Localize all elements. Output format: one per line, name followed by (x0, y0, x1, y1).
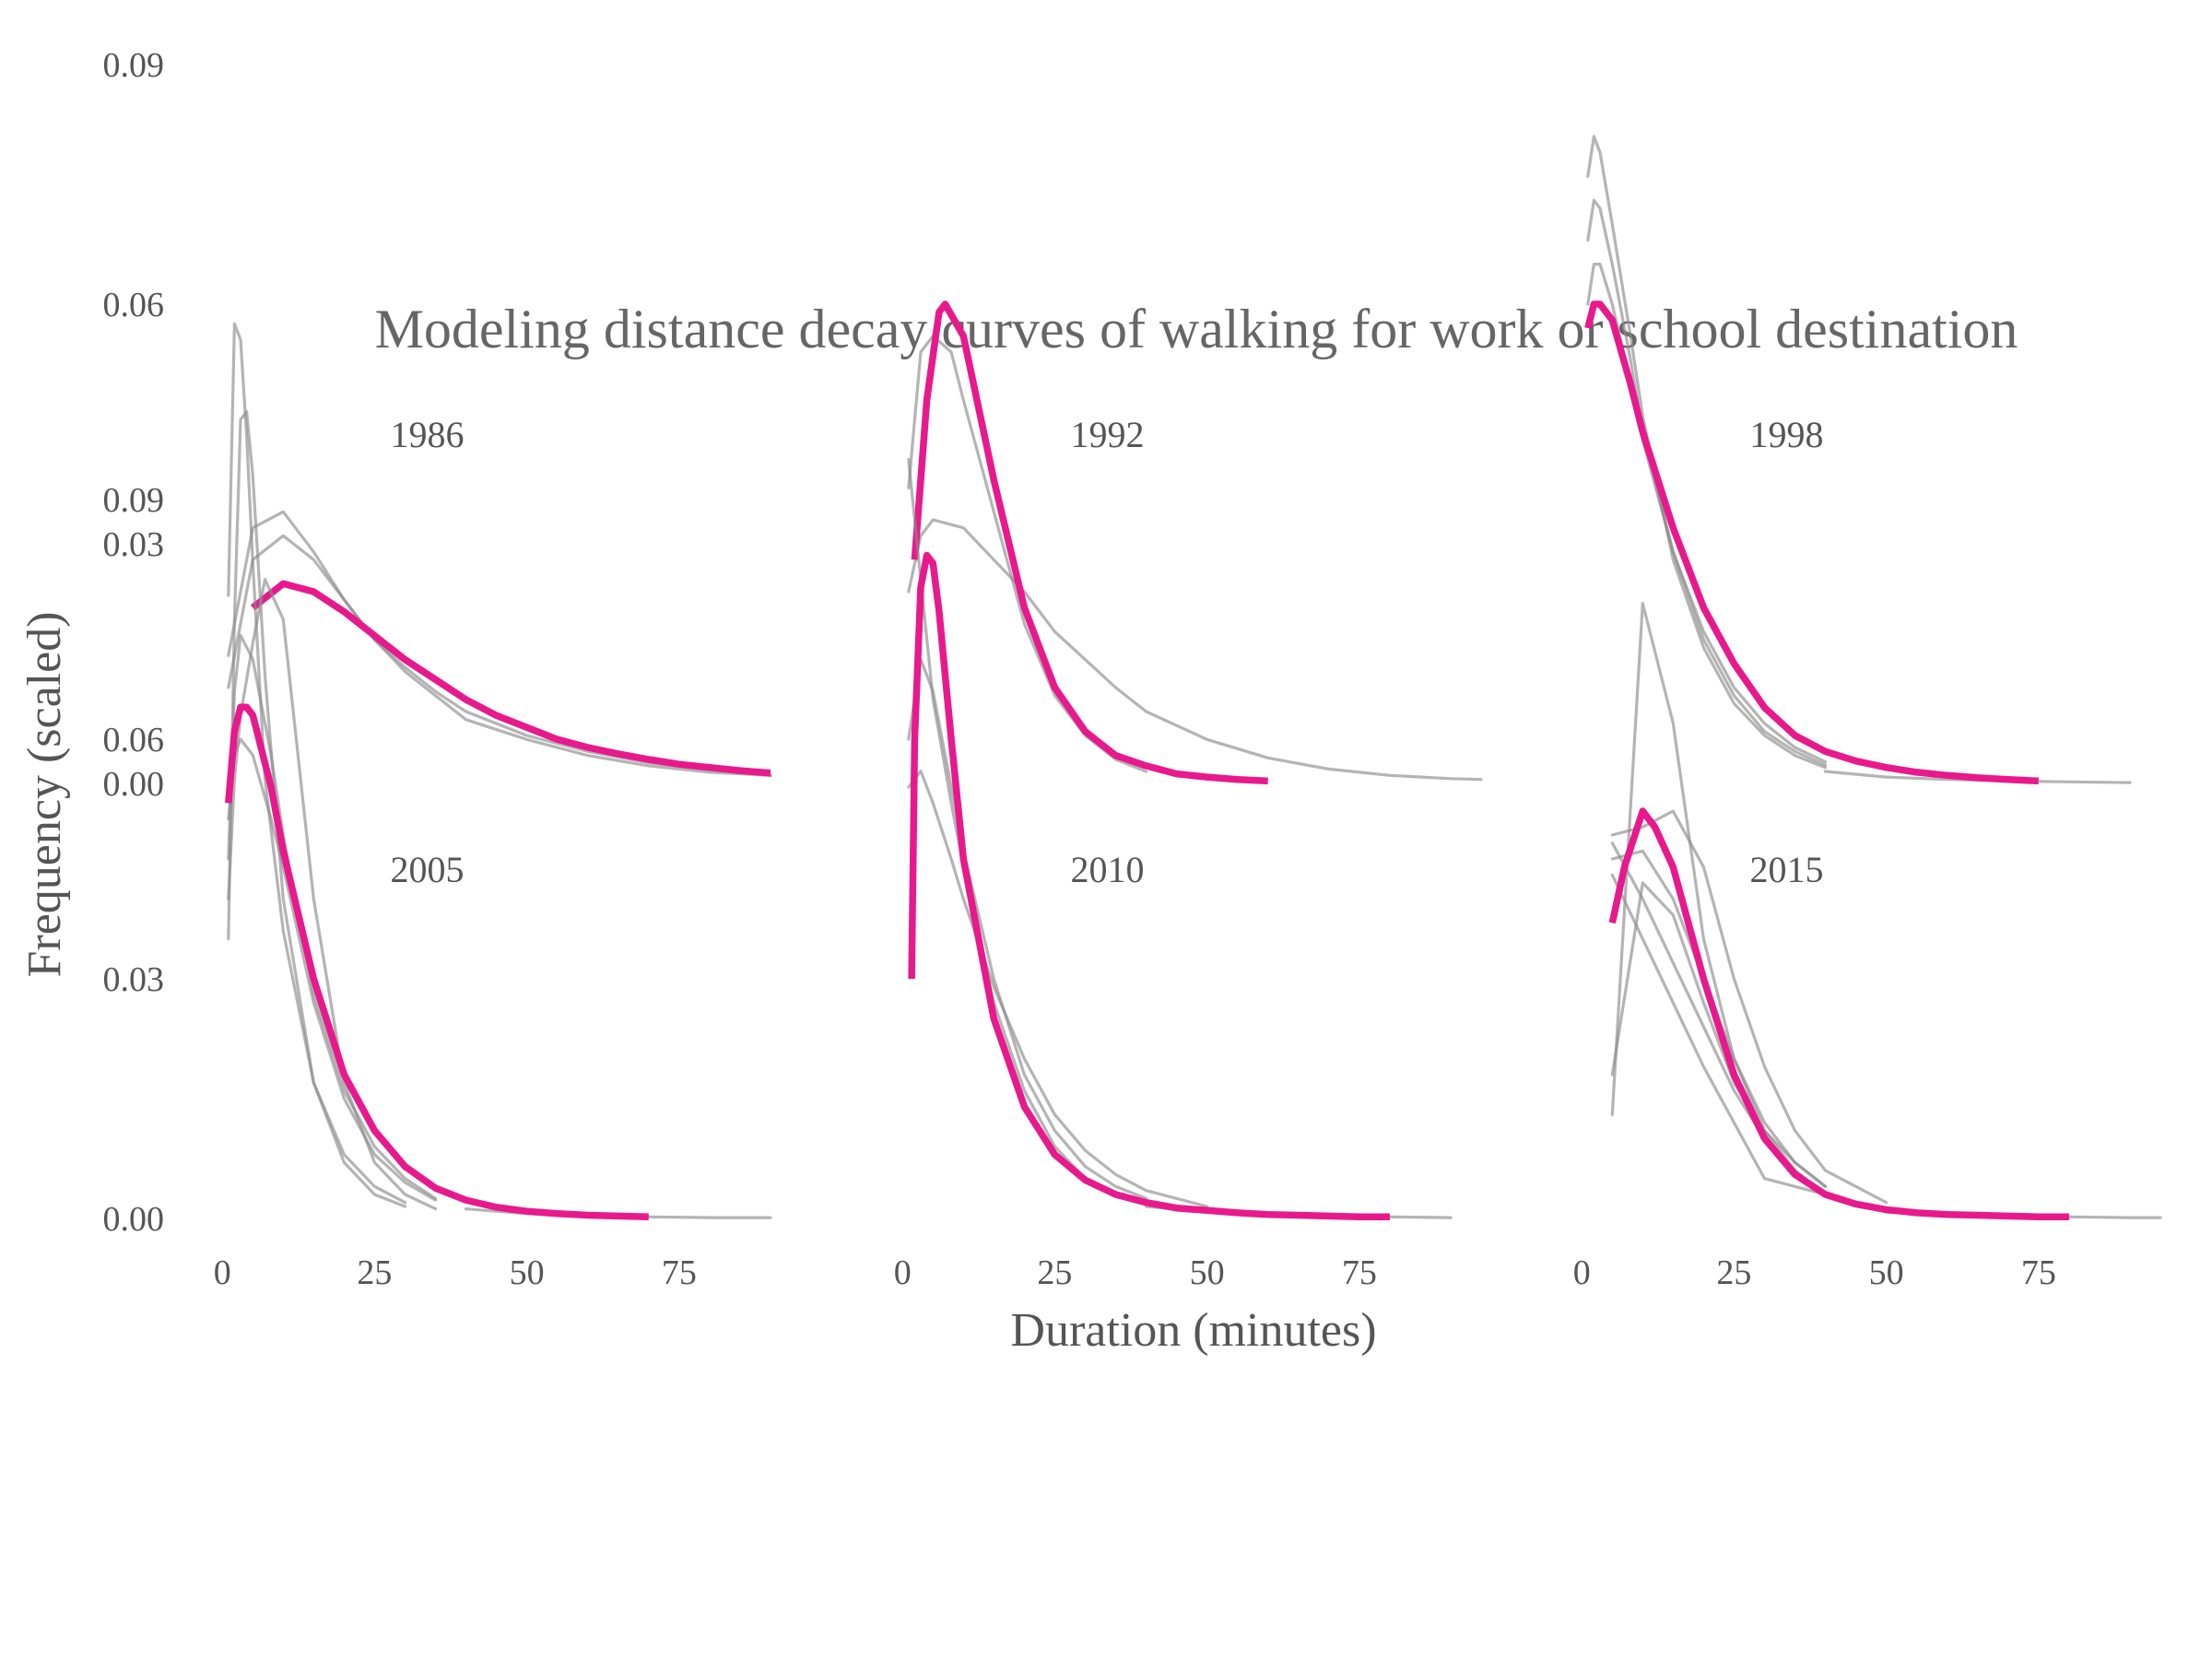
facet-label: 1992 (1071, 414, 1145, 455)
facet-panels: 1986 0.00 0.03 0.06 0.09 1992 1998 2005 0.00 0.03… (103, 46, 2162, 1292)
candidate-curve (227, 510, 772, 777)
x-tick-label: 25 (1037, 1253, 1072, 1292)
x-tick-label: 0 (214, 1253, 231, 1292)
facet-label: 1998 (1750, 414, 1824, 455)
y-tick-label: 0.00 (103, 1200, 165, 1239)
candidate-curve (227, 633, 438, 1200)
fitted-curve (225, 703, 649, 1221)
x-tick-label: 0 (1573, 1253, 1591, 1292)
candidate-curve (1610, 881, 1828, 1188)
facet-label: 2015 (1750, 849, 1824, 890)
x-tick-label: 50 (1190, 1253, 1225, 1292)
y-tick-label: 0.00 (103, 765, 165, 804)
fitted-curve (1608, 807, 2069, 1221)
x-tick-label: 50 (510, 1253, 545, 1292)
x-tick-label: 25 (357, 1253, 392, 1292)
x-axis-title: Duration (minutes) (1010, 1304, 1376, 1357)
y-tick-label: 0.03 (103, 960, 165, 999)
y-axis-title: Frequency (scaled) (18, 611, 71, 977)
candidate-curve (227, 534, 772, 777)
fitted-curve (1584, 300, 2039, 785)
candidate-curve (907, 770, 1209, 1208)
facet-label: 2010 (1071, 849, 1145, 890)
facet-panel-2005: 2005 0.00 0.03 0.06 0.09 0 25 50 75 (103, 322, 772, 1292)
facet-label: 1986 (391, 414, 465, 455)
y-tick-label: 0.09 (103, 46, 165, 85)
x-tick-label: 50 (1869, 1253, 1904, 1292)
y-tick-label: 0.09 (103, 481, 165, 520)
facet-panel-2010: 2010 0 25 50 75 (894, 458, 1453, 1292)
fitted-curve (911, 300, 1268, 785)
candidate-curve (907, 518, 1483, 782)
candidate-curve (227, 737, 438, 1202)
x-tick-label: 25 (1716, 1253, 1751, 1292)
x-tick-label: 75 (2021, 1253, 2056, 1292)
candidate-curve (1610, 873, 1828, 1196)
y-tick-label: 0.06 (103, 286, 165, 324)
y-tick-label: 0.03 (103, 525, 165, 564)
facet-label: 2005 (391, 849, 465, 890)
x-tick-label: 75 (662, 1253, 697, 1292)
fitted-curve (250, 580, 771, 777)
facet-panel-1986: 1986 0.00 0.03 0.06 0.09 (103, 46, 772, 804)
candidate-curve (227, 410, 407, 1208)
facet-panel-1992: 1992 (907, 300, 1483, 785)
fitted-curve (908, 551, 1390, 1221)
x-tick-label: 75 (1342, 1253, 1377, 1292)
x-tick-label: 0 (894, 1253, 912, 1292)
candidate-curve (227, 322, 407, 1205)
chart-title: Modeling distance decay curves of walkin… (375, 299, 2018, 359)
y-tick-label: 0.06 (103, 721, 165, 759)
facet-panel-2015: 2015 0 25 50 75 (1573, 602, 2162, 1292)
candidate-curve (227, 578, 438, 1211)
candidate-curve (907, 657, 1148, 1200)
facet-panel-1998: 1998 (1584, 135, 2132, 785)
candidate-curve (907, 335, 1148, 773)
candidate-curve (1586, 263, 1828, 764)
